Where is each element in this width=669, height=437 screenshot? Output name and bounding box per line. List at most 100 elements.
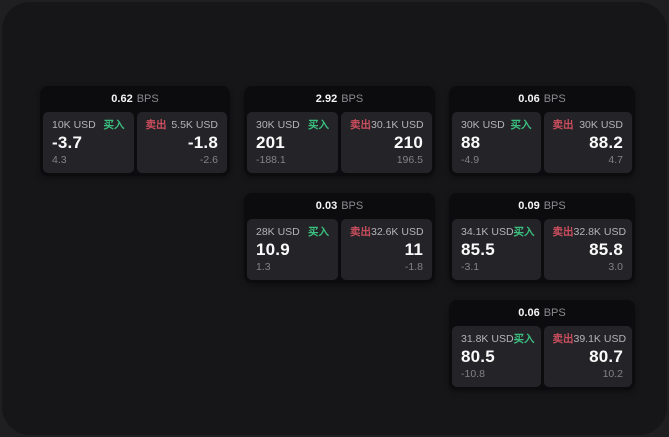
sell-amount: 30K USD: [579, 119, 623, 131]
sell-pane[interactable]: 卖出 39.1K USD 80.7 10.2: [543, 326, 632, 387]
sell-pane[interactable]: 卖出 30.1K USD 210 196.5: [341, 112, 432, 173]
bps-value: 2.92: [315, 93, 338, 105]
card-header: 0.06 BPS: [452, 86, 632, 112]
sell-price: 88.2: [589, 133, 623, 152]
card-header: 0.06 BPS: [452, 300, 632, 326]
sell-pane-top: 卖出 32.6K USD: [350, 226, 424, 239]
sell-pane-top: 卖出 30.1K USD: [350, 119, 424, 132]
buy-sub-value: 1.3: [256, 261, 271, 273]
buy-pane-top: 28K USD 买入: [256, 226, 329, 239]
buy-pane[interactable]: 28K USD 买入 10.9 1.3: [247, 219, 338, 280]
sell-sub-value: 4.7: [608, 154, 623, 166]
buy-side-label: 买入: [513, 226, 535, 238]
sell-sub-value: -2.6: [199, 154, 218, 166]
sell-pane-top: 卖出 39.1K USD: [552, 333, 627, 346]
sell-pane[interactable]: 卖出 32.8K USD 85.8 3.0: [543, 219, 632, 280]
buy-price: 80.5: [461, 347, 495, 366]
bps-value: 0.62: [111, 93, 133, 105]
card-body: 30K USD 买入 88 -4.9 卖出 30K USD 88.2 4.7: [452, 112, 632, 173]
sell-sub-value: 10.2: [602, 368, 623, 380]
sell-side-label: 卖出: [350, 226, 371, 238]
card-header: 0.03 BPS: [247, 193, 432, 219]
bps-value: 0.09: [518, 200, 540, 212]
card-header: 0.09 BPS: [452, 193, 632, 219]
buy-price: 85.5: [461, 240, 495, 259]
sell-side-label: 卖出: [145, 119, 167, 131]
bps-unit-label: BPS: [136, 93, 159, 105]
buy-amount: 30K USD: [256, 119, 300, 131]
buy-amount: 28K USD: [256, 226, 300, 238]
quote-card: 0.06 BPS 30K USD 买入 88 -4.9 卖出 30K USD: [449, 86, 635, 176]
quote-card: 0.03 BPS 28K USD 买入 10.9 1.3 卖出 32.6K US…: [244, 193, 435, 283]
quote-card: 2.92 BPS 30K USD 买入 201 -188.1 卖出 30.1K …: [244, 86, 435, 176]
sell-amount: 5.5K USD: [171, 119, 218, 131]
sell-price: 210: [394, 133, 423, 152]
buy-side-label: 买入: [513, 333, 535, 345]
sell-amount: 32.6K USD: [371, 226, 424, 238]
bps-value: 0.06: [518, 307, 540, 319]
sell-pane-top: 卖出 30K USD: [553, 119, 624, 132]
sell-pane[interactable]: 卖出 32.6K USD 11 -1.8: [341, 219, 432, 280]
sell-pane[interactable]: 卖出 5.5K USD -1.8 -2.6: [136, 112, 227, 173]
quote-card: 0.06 BPS 31.8K USD 买入 80.5 -10.8 卖出 39.1…: [449, 300, 635, 390]
bps-unit-label: BPS: [543, 200, 566, 212]
buy-amount: 34.1K USD: [461, 226, 514, 238]
buy-sub-value: -10.8: [461, 368, 485, 380]
quote-card: 0.09 BPS 34.1K USD 买入 85.5 -3.1 卖出 32.8K…: [449, 193, 635, 283]
buy-pane-top: 34.1K USD 买入: [461, 226, 535, 239]
buy-price: 201: [256, 133, 285, 152]
sell-pane-top: 卖出 5.5K USD: [146, 119, 219, 132]
card-body: 31.8K USD 买入 80.5 -10.8 卖出 39.1K USD 80.…: [452, 326, 632, 387]
card-header: 0.62 BPS: [43, 86, 227, 112]
sell-side-label: 卖出: [552, 119, 574, 131]
sell-price: 85.8: [589, 240, 623, 259]
buy-pane-top: 30K USD 买入: [256, 119, 329, 132]
sell-side-label: 卖出: [552, 333, 574, 345]
buy-price: -3.7: [52, 133, 83, 152]
buy-side-label: 买入: [308, 226, 329, 238]
sell-price: -1.8: [187, 133, 218, 152]
buy-sub-value: -4.9: [461, 154, 480, 166]
card-body: 30K USD 买入 201 -188.1 卖出 30.1K USD 210 1…: [247, 112, 432, 173]
buy-side-label: 买入: [308, 119, 329, 131]
buy-side-label: 买入: [103, 119, 125, 131]
bps-unit-label: BPS: [543, 93, 566, 105]
buy-pane-top: 31.8K USD 买入: [461, 333, 535, 346]
sell-price: 80.7: [589, 347, 623, 366]
buy-sub-value: -188.1: [256, 154, 286, 166]
buy-price: 88: [461, 133, 481, 152]
buy-pane[interactable]: 30K USD 买入 201 -188.1: [247, 112, 338, 173]
buy-side-label: 买入: [510, 119, 532, 131]
quote-card-grid: 0.62 BPS 10K USD 买入 -3.7 4.3 卖出 5.5K USD: [40, 86, 635, 390]
buy-sub-value: -3.1: [461, 261, 480, 273]
sell-amount: 32.8K USD: [573, 226, 627, 238]
buy-pane[interactable]: 10K USD 买入 -3.7 4.3: [43, 112, 134, 173]
sell-amount: 39.1K USD: [573, 333, 627, 345]
buy-pane[interactable]: 34.1K USD 买入 85.5 -3.1: [452, 219, 541, 280]
bps-unit-label: BPS: [341, 200, 364, 212]
card-header: 2.92 BPS: [247, 86, 432, 112]
buy-amount: 10K USD: [52, 119, 96, 131]
bps-unit-label: BPS: [341, 93, 364, 105]
sell-pane-top: 卖出 32.8K USD: [553, 226, 627, 239]
sell-sub-value: 3.0: [608, 261, 623, 273]
quote-card: 0.62 BPS 10K USD 买入 -3.7 4.3 卖出 5.5K USD: [40, 86, 230, 176]
bps-value: 0.03: [315, 200, 338, 212]
sell-side-label: 卖出: [350, 119, 371, 131]
buy-pane-top: 30K USD 买入: [461, 119, 532, 132]
buy-price: 10.9: [256, 240, 290, 259]
buy-pane-top: 10K USD 买入: [52, 119, 125, 132]
sell-sub-value: 196.5: [396, 154, 423, 166]
sell-amount: 30.1K USD: [371, 119, 424, 131]
bps-unit-label: BPS: [543, 307, 566, 319]
card-body: 10K USD 买入 -3.7 4.3 卖出 5.5K USD -1.8 -2.…: [43, 112, 227, 173]
buy-pane[interactable]: 30K USD 买入 88 -4.9: [452, 112, 541, 173]
buy-amount: 31.8K USD: [461, 333, 514, 345]
card-body: 28K USD 买入 10.9 1.3 卖出 32.6K USD 11 -1.8: [247, 219, 432, 280]
card-body: 34.1K USD 买入 85.5 -3.1 卖出 32.8K USD 85.8…: [452, 219, 632, 280]
buy-pane[interactable]: 31.8K USD 买入 80.5 -10.8: [452, 326, 541, 387]
bps-value: 0.06: [518, 93, 540, 105]
sell-pane[interactable]: 卖出 30K USD 88.2 4.7: [543, 112, 632, 173]
sell-sub-value: -1.8: [404, 261, 423, 273]
